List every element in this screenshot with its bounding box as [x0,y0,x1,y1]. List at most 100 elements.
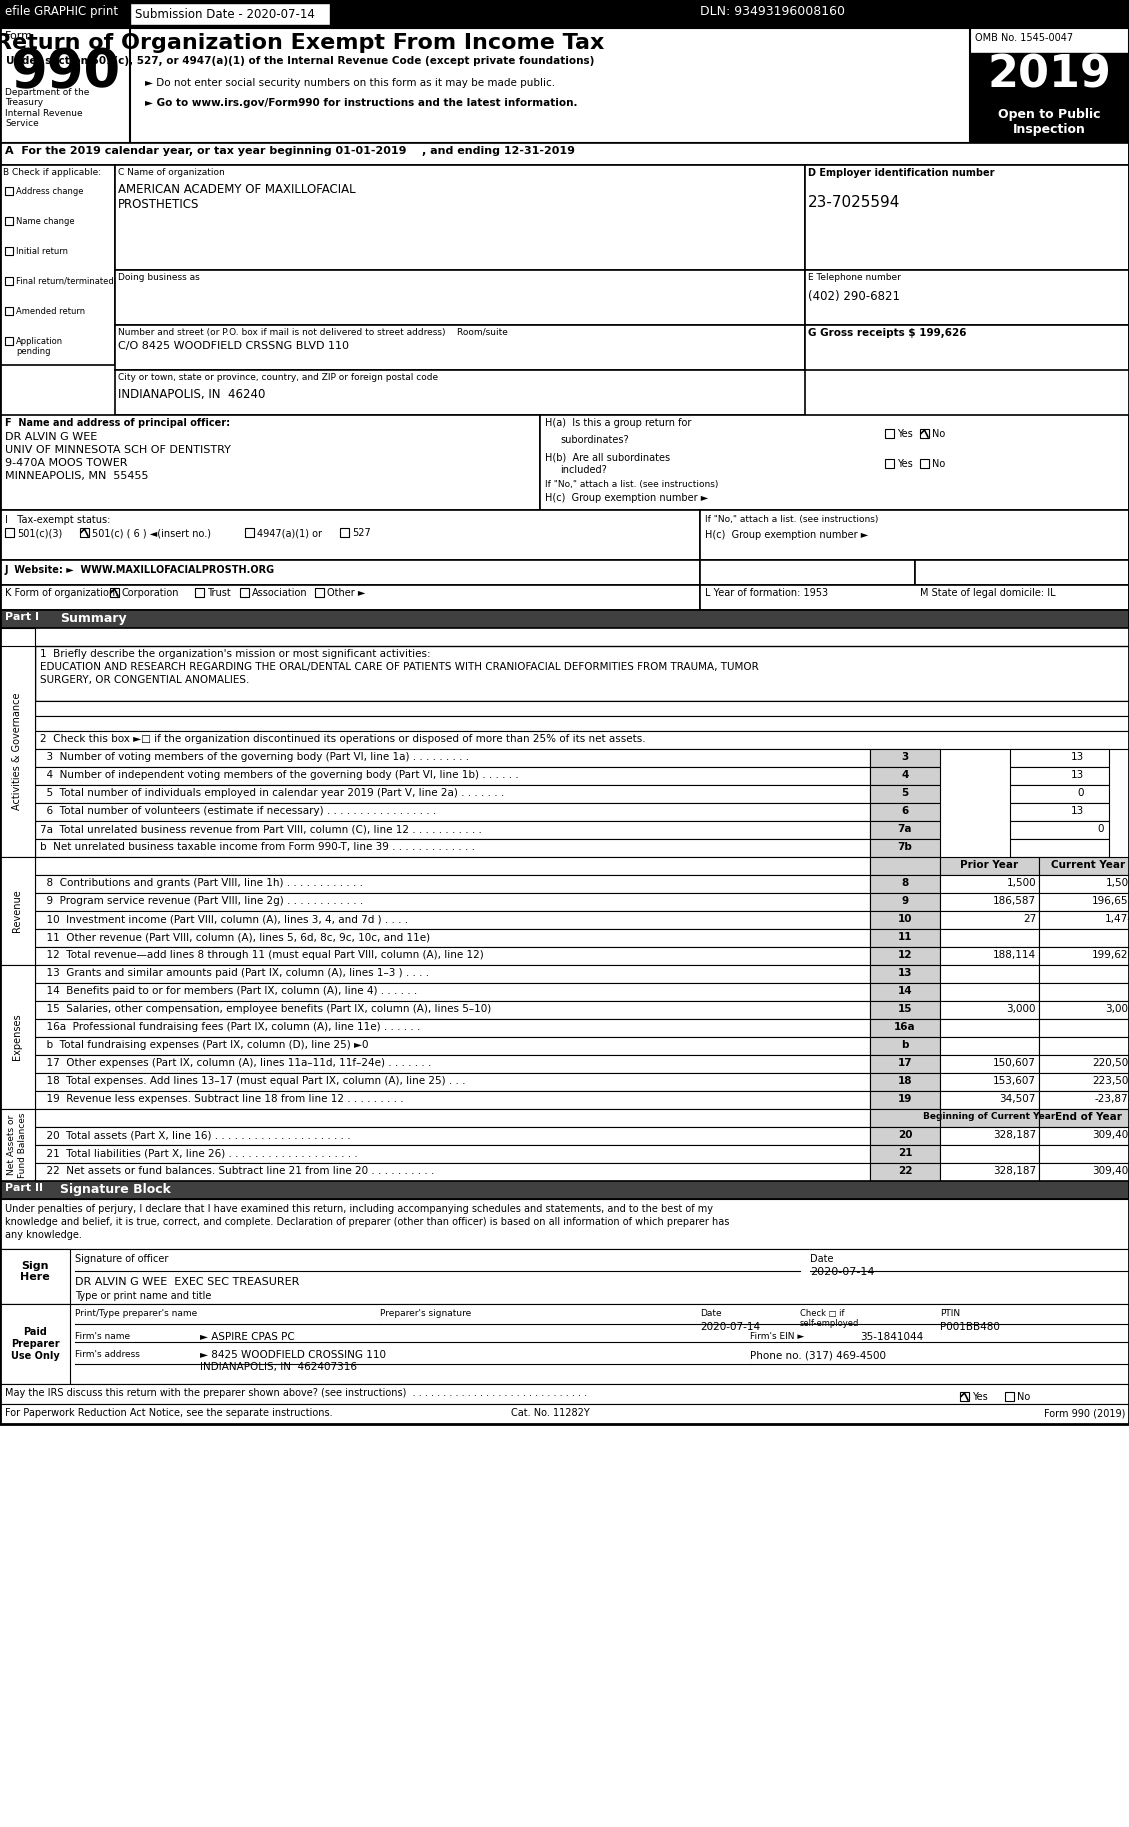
Text: Final return/terminated: Final return/terminated [16,278,114,287]
Bar [970,104,1129,143]
Bar [35,820,870,839]
Text: B Check if applicable:: B Check if applicable: [3,168,102,177]
Text: Other ►: Other ► [327,588,366,597]
Text: 2020-07-14: 2020-07-14 [700,1323,760,1332]
Bar [35,965,870,983]
Bar [115,270,805,325]
Text: 3,000: 3,000 [1105,1005,1129,1014]
Text: 12  Total revenue—add lines 8 through 11 (must equal Part VIII, column (A), line: 12 Total revenue—add lines 8 through 11 … [40,950,483,959]
Text: No: No [1017,1392,1031,1401]
Text: 11: 11 [898,932,912,943]
Text: EDUCATION AND RESEARCH REGARDING THE ORAL/DENTAL CARE OF PATIENTS WITH CRANIOFAC: EDUCATION AND RESEARCH REGARDING THE ORA… [40,661,759,672]
Bar [35,1146,870,1164]
Bar [1039,1164,1129,1180]
Bar [115,164,805,270]
Bar [35,1109,870,1127]
Bar [0,0,1129,1423]
Text: 7b: 7b [898,842,912,851]
Bar [805,325,1129,371]
Bar [540,415,1129,510]
Text: J  Website: ►  WWW.MAXILLOFACIALPROSTH.ORG: J Website: ► WWW.MAXILLOFACIALPROSTH.ORG [5,565,275,576]
Text: 309,404: 309,404 [1092,1131,1129,1140]
Text: G Gross receipts $ 199,626: G Gross receipts $ 199,626 [808,329,966,338]
Bar [35,983,870,1001]
Bar [1039,1091,1129,1109]
Text: Sign
Here: Sign Here [20,1261,50,1283]
Bar [940,1146,1039,1164]
Text: 2020-07-14: 2020-07-14 [809,1266,875,1277]
Text: 8  Contributions and grants (Part VIII, line 1h) . . . . . . . . . . . .: 8 Contributions and grants (Part VIII, l… [40,879,364,888]
Text: H(b)  Are all subordinates: H(b) Are all subordinates [545,453,671,462]
Text: May the IRS discuss this return with the preparer shown above? (see instructions: May the IRS discuss this return with the… [5,1389,587,1398]
Text: Expenses: Expenses [12,1014,21,1060]
Text: Part II: Part II [5,1184,43,1193]
Bar [1010,749,1109,767]
Text: Submission Date - 2020-07-14: Submission Date - 2020-07-14 [135,7,315,20]
Text: Net Assets or
Fund Balances: Net Assets or Fund Balances [7,1113,27,1178]
Bar [5,217,14,225]
Text: 990: 990 [10,46,120,99]
Bar [1039,965,1129,983]
Text: 1  Briefly describe the organization's mission or most significant activities:: 1 Briefly describe the organization's mi… [40,649,430,660]
Bar [920,459,929,468]
Text: 34,507: 34,507 [999,1094,1036,1104]
Text: 6  Total number of volunteers (estimate if necessary) . . . . . . . . . . . . . : 6 Total number of volunteers (estimate i… [40,806,436,817]
Text: 527: 527 [352,528,370,537]
Bar [870,912,940,928]
Text: 1,500: 1,500 [1105,879,1129,888]
Bar [5,307,14,314]
Bar [35,875,870,893]
Text: DLN: 93493196008160: DLN: 93493196008160 [700,5,844,18]
Bar [870,1054,940,1072]
Text: Current Year: Current Year [1051,861,1126,870]
Text: 5: 5 [901,787,909,798]
Text: 186,587: 186,587 [992,895,1036,906]
Text: 0: 0 [1077,787,1084,798]
Bar [35,647,1129,702]
Bar [0,0,1129,27]
Bar [940,946,1039,965]
Text: ► 8425 WOODFIELD CROSSING 110: ► 8425 WOODFIELD CROSSING 110 [200,1350,386,1359]
Text: Paid
Preparer
Use Only: Paid Preparer Use Only [10,1328,60,1361]
Text: Address change: Address change [16,186,84,195]
Text: 20  Total assets (Part X, line 16) . . . . . . . . . . . . . . . . . . . . .: 20 Total assets (Part X, line 16) . . . … [40,1131,351,1140]
Bar [35,839,870,857]
Text: subordinates?: subordinates? [560,435,629,446]
Bar [35,1054,870,1072]
Bar [870,786,940,804]
Bar [920,429,929,438]
Bar [35,1164,870,1180]
Bar [35,1072,870,1091]
Text: b  Net unrelated business taxable income from Form 990-T, line 39 . . . . . . . : b Net unrelated business taxable income … [40,842,475,851]
Text: 13: 13 [1070,806,1084,817]
Text: 14: 14 [898,987,912,996]
Text: included?: included? [560,466,606,475]
Bar [0,415,540,510]
Bar [35,1127,870,1146]
Text: Preparer's signature: Preparer's signature [380,1308,471,1317]
Bar [870,1072,940,1091]
Bar [914,561,1129,585]
Bar [1039,928,1129,946]
Text: 6: 6 [901,806,909,817]
Bar [0,647,35,857]
Bar [35,1091,870,1109]
Text: 4: 4 [901,769,909,780]
Text: 4947(a)(1) or: 4947(a)(1) or [257,528,322,537]
Text: Signature of officer: Signature of officer [75,1253,168,1264]
Bar [110,588,119,597]
Text: Association: Association [252,588,307,597]
Bar [0,1403,1129,1423]
Text: 17: 17 [898,1058,912,1069]
Bar [35,857,870,875]
Text: 12: 12 [898,950,912,959]
Text: H(a)  Is this a group return for: H(a) Is this a group return for [545,418,691,428]
Text: any knowledge.: any knowledge. [5,1230,82,1241]
Bar [0,510,700,561]
Bar [35,946,870,965]
Bar [35,893,870,912]
Text: -23,878: -23,878 [1095,1094,1129,1104]
Bar [340,528,349,537]
Text: Under penalties of perjury, I declare that I have examined this return, includin: Under penalties of perjury, I declare th… [5,1204,714,1213]
Bar [0,1304,1129,1385]
